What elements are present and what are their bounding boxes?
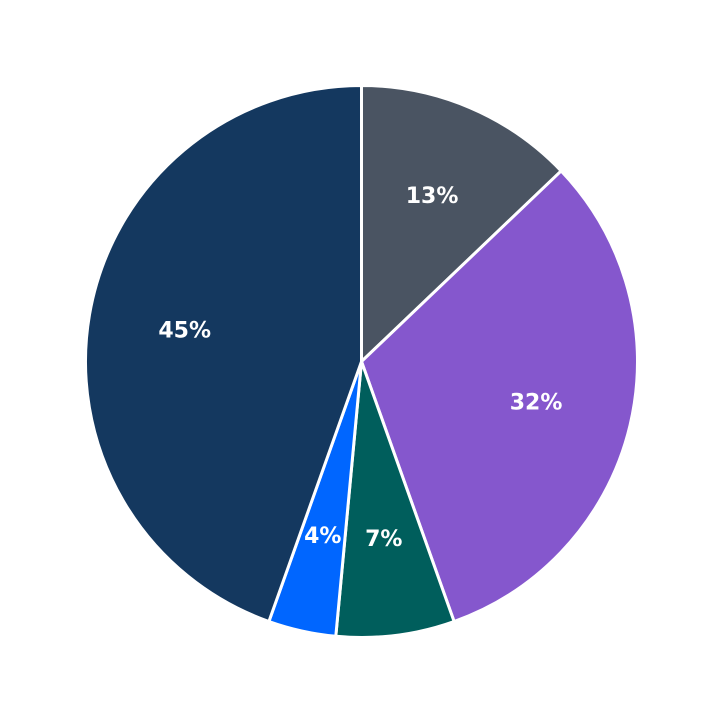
pie-slices xyxy=(84,83,639,639)
pie-slice-4 xyxy=(84,83,363,624)
pie-labels: 13% 32% 7% 4% 45% xyxy=(158,184,562,552)
pie-slice-0 xyxy=(360,83,564,366)
pie-slice-label-1: 32% xyxy=(510,390,563,415)
pie-slice-2 xyxy=(334,360,457,639)
pie-slice-label-3: 4% xyxy=(304,524,341,549)
pie-slice-label-0: 13% xyxy=(406,184,459,209)
pie-slice-label-2: 7% xyxy=(365,527,402,552)
pie-slice-label-4: 45% xyxy=(158,318,211,343)
pie-slice-1 xyxy=(359,168,639,624)
